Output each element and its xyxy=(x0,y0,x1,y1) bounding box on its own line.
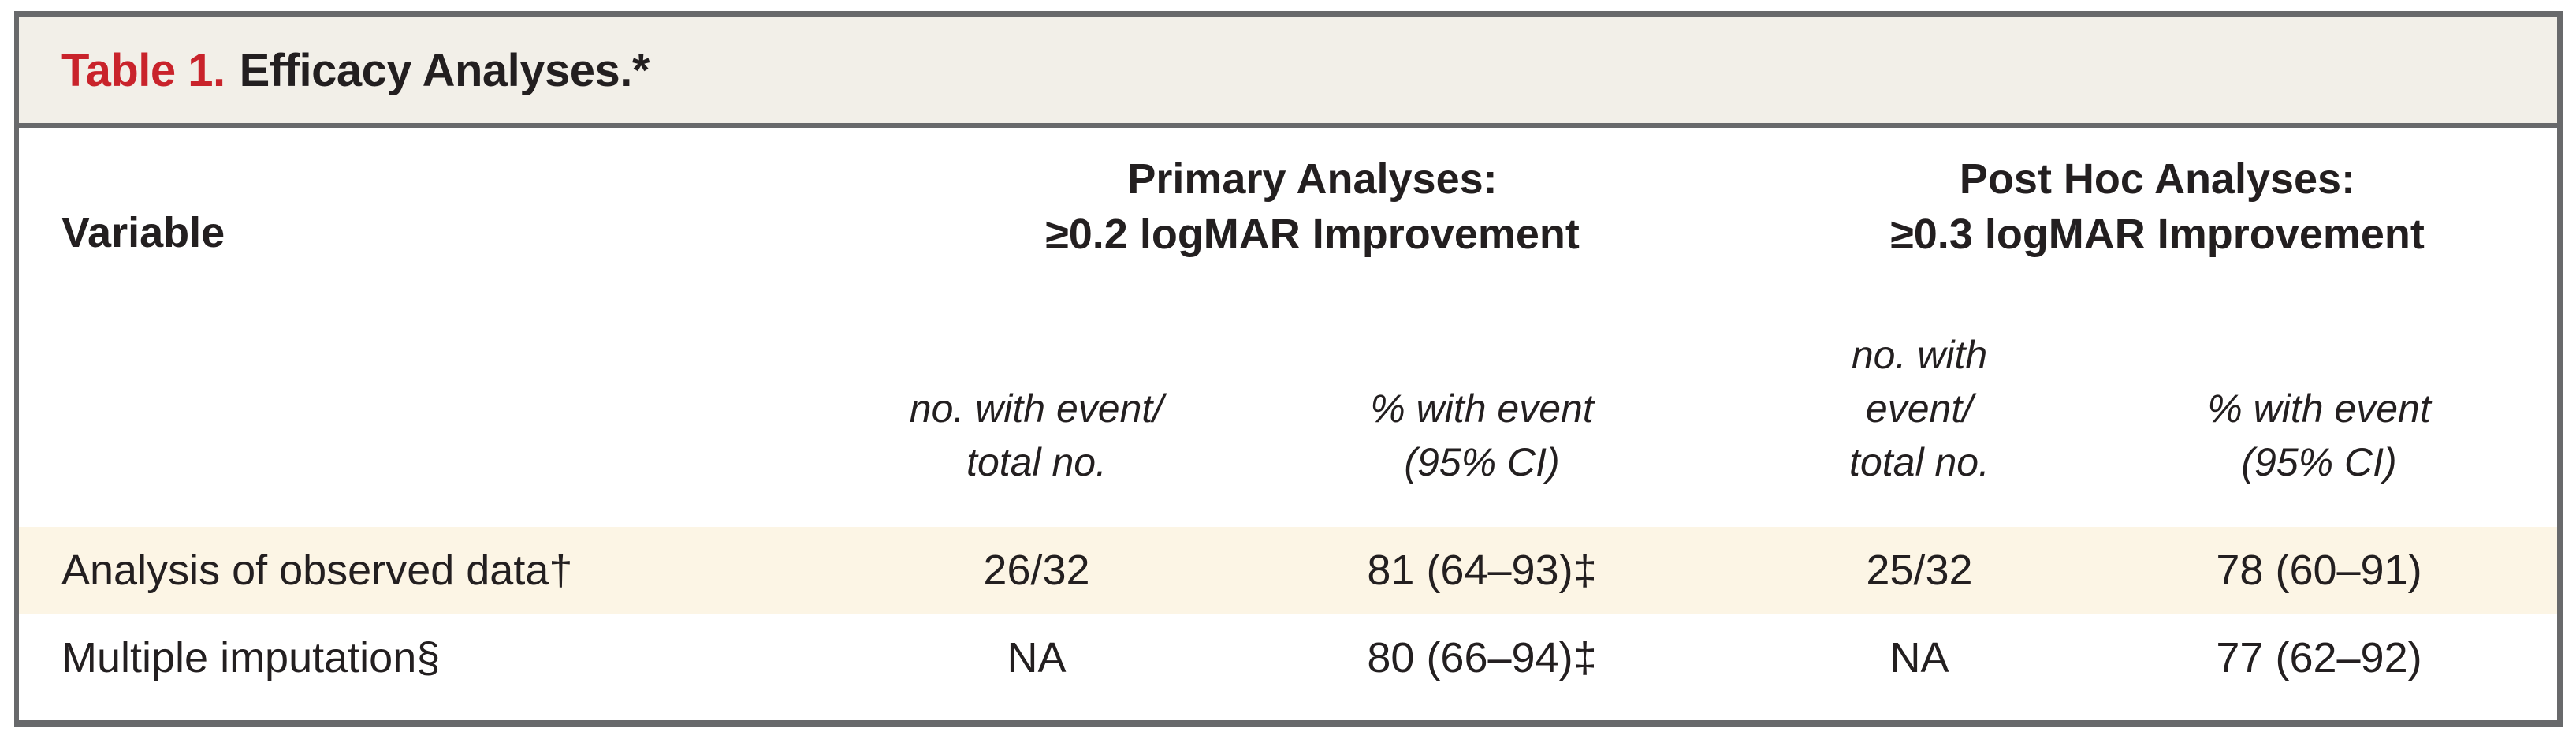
subheader-line: % with event xyxy=(1370,386,1594,431)
primary-group-line1: Primary Analyses: xyxy=(1127,155,1498,203)
row-variable-label: Multiple imputation§ xyxy=(61,634,441,681)
table-row-observed-data: Analysis of observed data† 26/32 81 (64–… xyxy=(19,527,2557,614)
subheader-line: no. with xyxy=(1851,333,1988,377)
subheader-line: no. with event/ xyxy=(909,386,1164,431)
subheader-line: (95% CI) xyxy=(2241,440,2397,484)
cell-posthoc-no-with-event: 25/32 xyxy=(1866,547,1973,594)
primary-group-line2: ≥0.2 logMAR Improvement xyxy=(1045,211,1580,258)
column-group-header-row: Variable Primary Analyses: ≥0.2 logMAR I… xyxy=(19,128,2557,263)
variable-column-header: Variable xyxy=(61,209,225,256)
table-number-label: Table 1. xyxy=(61,44,225,96)
subheader-line: total no. xyxy=(1849,440,1990,484)
subheader-posthoc-no-with-event: no. with event/ total no. xyxy=(1758,328,2081,527)
subheader-posthoc-pct-with-event: % with event (95% CI) xyxy=(2081,382,2557,527)
cell-posthoc-pct-with-event: 78 (60–91) xyxy=(2216,547,2422,594)
cell-primary-no-with-event: NA xyxy=(1007,634,1067,681)
table-title-text: Efficacy Analyses.* xyxy=(239,44,650,96)
cell-posthoc-no-with-event: NA xyxy=(1889,634,1949,681)
primary-analyses-group-header: Primary Analyses: ≥0.2 logMAR Improvemen… xyxy=(867,151,1758,263)
cell-posthoc-pct-with-event: 77 (62–92) xyxy=(2216,634,2422,681)
table-row-multiple-imputation: Multiple imputation§ NA 80 (66–94)‡ NA 7… xyxy=(19,614,2557,702)
cell-primary-pct-with-event: 81 (64–93)‡ xyxy=(1367,547,1597,594)
posthoc-analyses-group-header: Post Hoc Analyses: ≥0.3 logMAR Improveme… xyxy=(1758,151,2557,263)
subheader-line: % with event xyxy=(2207,386,2431,431)
subheader-primary-no-with-event: no. with event/ total no. xyxy=(867,382,1206,527)
table-bottom-spacer xyxy=(19,702,2557,720)
row-variable-label: Analysis of observed data† xyxy=(61,547,573,594)
subheader-primary-pct-with-event: % with event (95% CI) xyxy=(1206,382,1758,527)
posthoc-group-line1: Post Hoc Analyses: xyxy=(1959,155,2356,203)
table-title-bar: Table 1. Efficacy Analyses.* xyxy=(19,17,2557,128)
cell-primary-no-with-event: 26/32 xyxy=(983,547,1090,594)
cell-primary-pct-with-event: 80 (66–94)‡ xyxy=(1367,634,1597,681)
sub-header-row: no. with event/ total no. % with event (… xyxy=(19,263,2557,527)
subheader-line: (95% CI) xyxy=(1404,440,1560,484)
subheader-line: total no. xyxy=(966,440,1107,484)
efficacy-table: Table 1. Efficacy Analyses.* Variable Pr… xyxy=(14,11,2563,727)
posthoc-group-line2: ≥0.3 logMAR Improvement xyxy=(1890,211,2425,258)
subheader-line: event/ xyxy=(1865,386,1974,431)
